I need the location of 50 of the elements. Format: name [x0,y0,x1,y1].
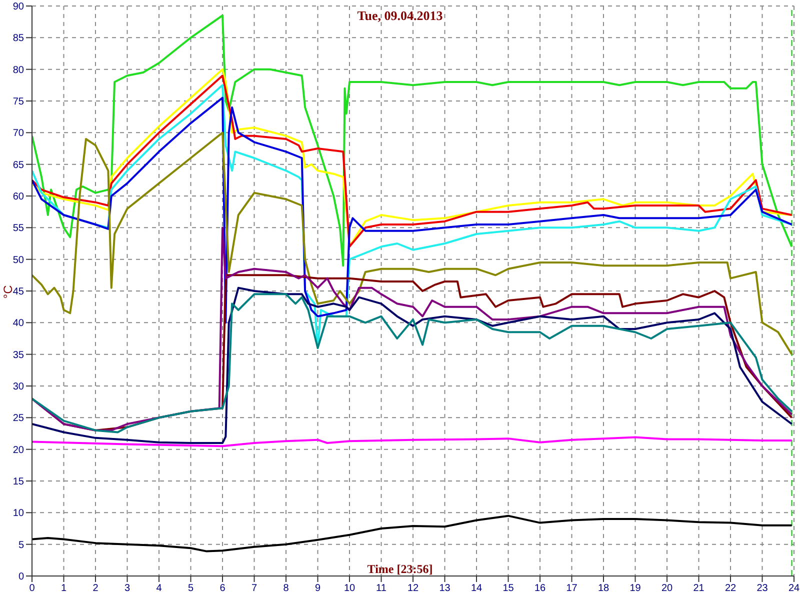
x-tick-label: 10 [344,583,356,594]
y-tick-label: 50 [12,254,24,266]
x-tick-label: 5 [188,583,194,594]
x-tick-label: 18 [598,583,610,594]
x-tick-label: 6 [220,583,226,594]
x-tick-label: 21 [693,583,705,594]
y-tick-label: 45 [12,286,24,298]
x-tick-label: 13 [439,583,451,594]
y-tick-label: 10 [12,508,24,520]
line-series [32,132,793,356]
x-tick-label: 23 [756,583,768,594]
x-tick-label: 1 [60,583,67,594]
x-tick-label: 19 [630,583,642,594]
x-tick-label: 8 [283,583,290,594]
x-tick-label: 9 [314,583,321,594]
y-tick-label: 75 [12,96,24,108]
y-tick-label: 25 [12,413,24,424]
y-tick-label: 85 [12,33,24,44]
x-tick-label: 14 [470,583,482,594]
y-tick-label: 15 [12,476,24,488]
y-tick-label: 30 [12,382,24,393]
x-tick-label: 2 [92,583,99,594]
x-tick-label: 11 [376,583,387,594]
x-tick-label: 20 [661,583,673,594]
x-tick-label: 12 [407,583,419,594]
y-tick-label: 80 [12,64,24,76]
line-series [32,226,793,432]
y-tick-label: 20 [12,444,24,456]
y-tick-label: 65 [12,160,24,171]
x-tick-label: 3 [124,583,130,594]
y-tick-label: 70 [12,128,24,140]
y-tick-label: 90 [12,2,24,13]
line-series [32,436,793,448]
x-axis-title: Time [23:56] [367,562,433,576]
x-tick-label: 15 [502,583,514,594]
y-tick-label: 5 [18,540,24,551]
y-tick-label: 55 [12,223,24,234]
line-series [32,514,793,552]
y-tick-label: 40 [12,318,24,330]
x-tick-label: 24 [788,583,800,594]
x-tick-label: 0 [29,583,36,594]
y-tick-label: 35 [12,350,24,361]
x-tick-label: 17 [566,583,578,594]
x-tick-label: 16 [534,583,546,594]
y-tick-label: 60 [12,192,24,203]
x-tick-label: 7 [251,583,258,594]
chart-title: Tue, 09.04.2013 [357,8,443,23]
y-tick-label: 0 [18,572,24,583]
x-tick-label: 4 [156,583,162,594]
x-tick-label: 22 [724,583,736,594]
